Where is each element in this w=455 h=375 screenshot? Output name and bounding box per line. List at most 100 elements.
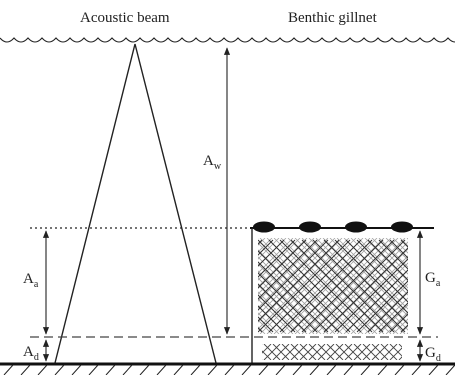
mesh-strand	[412, 240, 455, 332]
mesh-strand	[399, 238, 408, 247]
seabed-hatch-mark	[343, 364, 354, 375]
mesh-strand	[344, 344, 362, 360]
seabed-hatch-mark	[411, 364, 422, 375]
mesh-strand	[389, 313, 408, 333]
mesh-strand	[258, 238, 266, 246]
mesh-strand	[258, 294, 296, 333]
seabed-hatch-mark	[88, 364, 99, 375]
mesh-strand	[378, 304, 408, 334]
seabed-hatch-mark	[377, 364, 388, 375]
mesh-strand	[258, 239, 307, 289]
mesh-strand	[258, 238, 350, 330]
mesh-strand	[442, 238, 455, 334]
mesh-strand	[258, 238, 315, 295]
mesh-strand	[258, 291, 301, 334]
mesh-strand	[345, 269, 408, 333]
gillnet-floats	[253, 221, 413, 233]
seabed-hatch-mark	[71, 364, 82, 375]
seabed-hatch-mark	[54, 364, 65, 375]
mesh-strand	[262, 344, 263, 345]
mesh-strand	[258, 239, 329, 311]
seabed-hatch-mark	[173, 364, 184, 375]
mesh-strand	[258, 239, 351, 333]
mesh-strand	[258, 239, 296, 278]
mesh-strand	[449, 238, 455, 334]
mesh-strand	[380, 344, 398, 360]
float-icon	[299, 221, 321, 233]
mesh-strand	[371, 344, 389, 360]
mesh-strand	[334, 258, 408, 333]
gillnet-mesh-upper	[258, 238, 455, 334]
mesh-strand	[290, 344, 308, 360]
mesh-strand	[428, 238, 455, 334]
mesh-strand	[258, 238, 259, 239]
seabed-hatch-mark	[20, 364, 31, 375]
float-icon	[391, 221, 413, 233]
seabed-hatch-mark	[445, 364, 455, 375]
mesh-strand	[362, 344, 380, 360]
acoustic-beam-title: Acoustic beam	[80, 10, 170, 26]
seabed-hatch-mark	[156, 364, 167, 375]
mesh-strand	[364, 290, 408, 334]
seabed-hatch-mark	[224, 364, 235, 375]
mesh-strand	[336, 262, 408, 334]
mesh-strand	[350, 276, 408, 334]
mesh-strand	[356, 280, 408, 333]
seabed-hatch-mark	[190, 364, 201, 375]
mesh-strand	[408, 344, 424, 360]
mesh-strand	[281, 344, 299, 360]
mesh-strand	[258, 239, 263, 245]
mesh-strand	[294, 238, 392, 334]
mesh-strand	[258, 312, 280, 334]
mesh-strand	[258, 238, 273, 253]
mesh-strand	[449, 238, 455, 334]
mesh-strand	[389, 347, 402, 360]
mesh-strand	[412, 240, 455, 332]
mesh-strand	[301, 239, 395, 333]
benthic-gillnet-title: Benthic gillnet	[288, 10, 378, 26]
mesh-strand	[367, 239, 408, 281]
seabed-hatching	[3, 364, 455, 375]
mesh-strand	[364, 238, 408, 282]
mesh-strand	[353, 344, 371, 360]
ga-label: Ga	[425, 270, 441, 289]
seabed-hatch-mark	[292, 364, 303, 375]
gillnet-mesh-lower	[262, 344, 424, 360]
mesh-strand	[428, 238, 455, 334]
mesh-strand	[378, 302, 408, 333]
mesh-strand	[378, 238, 408, 268]
mesh-strand	[445, 240, 455, 332]
mesh-strand	[262, 359, 263, 360]
mesh-strand	[287, 238, 385, 334]
aw-label: Aw	[203, 153, 222, 172]
seabed-hatch-mark	[139, 364, 150, 375]
mesh-strand	[371, 238, 408, 275]
mesh-strand	[258, 238, 329, 309]
mesh-strand	[273, 238, 371, 334]
seabed-hatch-mark	[241, 364, 252, 375]
mesh-strand	[400, 324, 408, 333]
mesh-strand	[258, 238, 308, 288]
float-icon	[253, 221, 275, 233]
mesh-strand	[262, 344, 272, 354]
seabed-hatch-mark	[326, 364, 337, 375]
mesh-strand	[263, 344, 281, 360]
mesh-strand	[406, 238, 408, 240]
mesh-strand	[258, 239, 340, 322]
mesh-strand	[399, 325, 408, 334]
seabed-hatch-mark	[309, 364, 320, 375]
ad-label: Ad	[23, 344, 39, 363]
mesh-strand	[258, 238, 294, 274]
mesh-strand	[290, 239, 384, 333]
mesh-strand	[326, 344, 344, 360]
mesh-strand	[308, 344, 326, 360]
mesh-strand	[259, 238, 357, 334]
mesh-strand	[312, 239, 406, 333]
mesh-strand	[268, 239, 362, 333]
mesh-strand	[258, 238, 280, 260]
mesh-strand	[258, 327, 263, 333]
mesh-strand	[258, 238, 336, 316]
mesh-strand	[335, 344, 353, 360]
mesh-strand	[445, 240, 455, 332]
